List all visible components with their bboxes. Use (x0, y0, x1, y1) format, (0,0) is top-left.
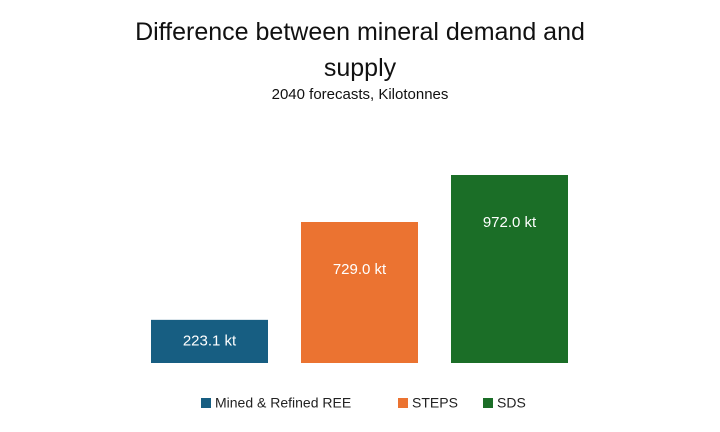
chart-title: Difference between mineral demand and su… (135, 18, 585, 82)
legend-swatch (201, 398, 211, 408)
data-label: 972.0 kt (483, 214, 537, 231)
chart-subtitle: 2040 forecasts, Kilotonnes (271, 86, 449, 103)
legend-label: STEPS (412, 395, 458, 411)
legend-swatch (398, 398, 408, 408)
legend-swatch (483, 398, 493, 408)
bar (301, 222, 418, 363)
legend-label: SDS (497, 395, 526, 411)
legend-label: Mined & Refined REE (215, 395, 351, 411)
bar (451, 175, 568, 363)
bar (151, 319, 268, 363)
data-label: 223.1 kt (183, 332, 237, 349)
data-label: 729.0 kt (333, 261, 387, 278)
